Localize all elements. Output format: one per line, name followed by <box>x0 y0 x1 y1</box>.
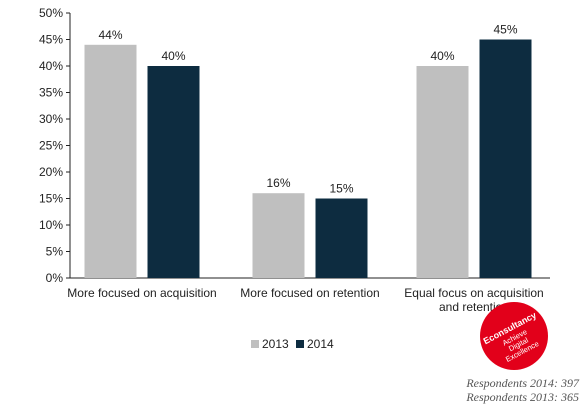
legend-label: 2013 <box>262 337 289 351</box>
y-tick-label: 20% <box>39 165 63 179</box>
respondents-2013: Respondents 2013: 365 <box>466 390 579 404</box>
y-tick-label: 40% <box>39 59 63 73</box>
data-label: 45% <box>493 23 517 37</box>
legend-swatch <box>251 340 259 348</box>
data-labels: 44% 40% 16% 15% 40% 45% <box>98 23 517 196</box>
bar-2013 <box>252 193 305 278</box>
bar-2014 <box>147 66 200 278</box>
y-tick-label: 50% <box>39 6 63 20</box>
y-axis-ticks: 0% 5% 10% 15% 20% 25% 30% 35% 40% 45% 50% <box>39 6 70 285</box>
bar-2013 <box>416 66 469 278</box>
bar-2013 <box>84 44 137 278</box>
data-label: 16% <box>266 176 290 190</box>
data-label: 40% <box>161 49 185 63</box>
data-label: 15% <box>329 182 353 196</box>
legend: 2013 2014 <box>251 337 334 351</box>
y-tick-label: 15% <box>39 192 63 206</box>
data-label: 40% <box>430 49 454 63</box>
y-tick-label: 0% <box>46 271 64 285</box>
legend-swatch <box>296 340 304 348</box>
y-tick-label: 45% <box>39 33 63 47</box>
bars <box>84 39 532 278</box>
category-labels: More focused on acquisition More focused … <box>67 286 543 314</box>
category-label: Equal focus on acquisition <box>404 286 543 300</box>
data-label: 44% <box>98 28 122 42</box>
category-label: More focused on retention <box>240 286 379 300</box>
respondents-2014: Respondents 2014: 397 <box>466 376 579 390</box>
y-tick-label: 25% <box>39 139 63 153</box>
legend-label: 2014 <box>307 337 334 351</box>
y-tick-label: 30% <box>39 112 63 126</box>
econsultancy-logo: Econsultancy Achieve Digital Excellence <box>480 302 548 370</box>
y-tick-label: 5% <box>46 245 64 259</box>
bar-2014 <box>315 198 368 278</box>
category-label: More focused on acquisition <box>67 286 216 300</box>
y-tick-label: 10% <box>39 218 63 232</box>
bar-2014 <box>479 39 532 278</box>
y-tick-label: 35% <box>39 86 63 100</box>
